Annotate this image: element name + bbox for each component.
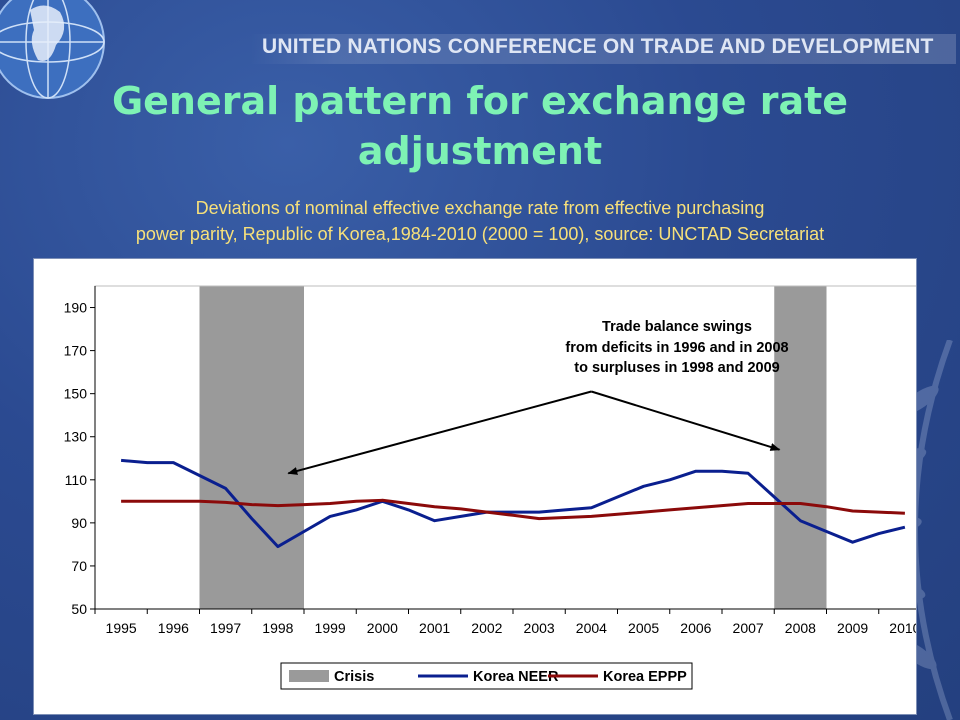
chart-panel: 50 70 90 110 130 150 170 190 1995 1996 1997 1998 199… [33,258,917,715]
x-tick-label: 1998 [262,620,293,636]
x-tick-label: 2006 [680,620,711,636]
y-tick-label: 90 [71,515,87,531]
x-tick-label: 1997 [210,620,241,636]
x-tick-label: 2005 [628,620,659,636]
annotation-line: to surpluses in 1998 and 2009 [574,360,780,376]
x-tick-label: 1999 [315,620,346,636]
y-tick-label: 50 [71,601,87,617]
annotation-arrow-right [591,390,781,451]
y-tick-label: 70 [71,558,87,574]
x-tick-label: 2003 [524,620,555,636]
crisis-band [774,286,827,609]
x-tick-label: 1996 [158,620,189,636]
header-banner [250,34,956,64]
annotation-line: Trade balance swings [602,319,752,335]
legend-box [280,662,693,690]
x-tick-label: 2009 [837,620,868,636]
y-tick-label: 130 [64,429,88,445]
title-line-1: General pattern for exchange rate [111,79,849,123]
page-title: General pattern for exchange rate adjust… [0,76,960,176]
x-tick-label: 2004 [576,620,607,636]
subtitle-line-2: power parity, Republic of Korea,1984-201… [135,224,825,244]
organization-name: UNITED NATIONS CONFERENCE ON TRADE AND D… [262,35,934,58]
legend-label: Korea NEER [473,669,559,685]
y-tick-label: 110 [65,472,88,488]
x-tick-label: 2000 [367,620,398,636]
x-tick-label: 2008 [785,620,816,636]
legend-label: Crisis [334,669,374,685]
y-tick-label: 190 [64,300,88,316]
chart-subtitle: Deviations of nominal effective exchange… [0,195,960,247]
legend-label: Korea EPPP [603,669,687,685]
series-line-korea-eppp [121,498,905,521]
title-line-2: adjustment [357,129,603,173]
x-tick-label: 2002 [471,620,502,636]
x-tick-label: 2001 [419,620,450,636]
y-tick-label: 170 [64,343,88,359]
y-tick-label: 150 [64,386,88,402]
annotation-arrow-left [287,390,592,475]
subtitle-line-1: Deviations of nominal effective exchange… [195,198,765,218]
legend-swatch-crisis [289,670,329,682]
series-line-korea-neer [120,458,906,549]
x-tick-label: 2007 [733,620,764,636]
annotation-line: from deficits in 1996 and in 2008 [565,340,788,356]
chart-legend: Crisis Korea NEER Korea EPPP [280,662,693,690]
un-globe-logo [0,0,105,99]
crisis-band [199,286,304,609]
x-tick-label: 1995 [106,620,137,636]
x-tick-label: 2010 [889,620,916,636]
exchange-rate-chart: 50 70 90 110 130 150 170 190 1995 1996 1997 1998 199… [64,285,916,690]
